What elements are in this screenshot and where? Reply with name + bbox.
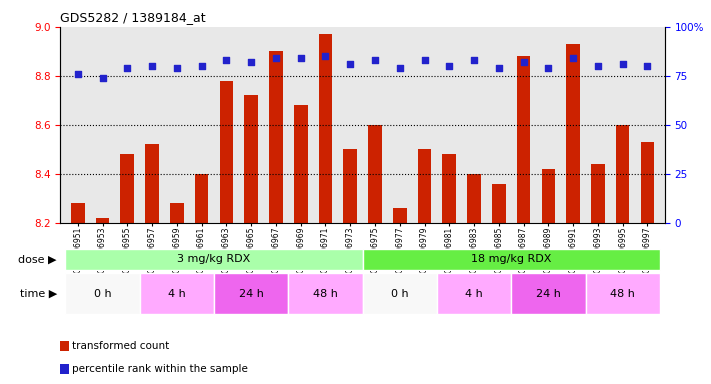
Bar	[139, 273, 214, 314]
Text: 3 mg/kg RDX: 3 mg/kg RDX	[177, 254, 250, 264]
Text: 4 h: 4 h	[465, 289, 483, 299]
Point	[146, 63, 158, 69]
Text: 0 h: 0 h	[94, 289, 112, 299]
Point	[97, 75, 108, 81]
Bar	[591, 164, 605, 223]
Bar	[245, 95, 258, 223]
Bar	[641, 142, 654, 223]
Bar	[586, 273, 660, 314]
Point	[518, 59, 529, 65]
Point	[122, 65, 133, 71]
Bar	[65, 273, 139, 314]
Text: 24 h: 24 h	[239, 289, 264, 299]
Bar	[511, 273, 586, 314]
Text: dose ▶: dose ▶	[18, 254, 57, 264]
Bar	[393, 208, 407, 223]
Point	[369, 57, 380, 63]
Text: 48 h: 48 h	[313, 289, 338, 299]
Bar	[214, 273, 288, 314]
Point	[444, 63, 455, 69]
Text: 48 h: 48 h	[610, 289, 635, 299]
Bar	[542, 169, 555, 223]
Text: percentile rank within the sample: percentile rank within the sample	[72, 364, 247, 374]
Point	[642, 63, 653, 69]
Point	[270, 55, 282, 61]
Point	[196, 63, 208, 69]
Text: 4 h: 4 h	[168, 289, 186, 299]
Bar	[294, 105, 307, 223]
Point	[419, 57, 430, 63]
Bar	[442, 154, 456, 223]
Bar	[170, 203, 183, 223]
Point	[592, 63, 604, 69]
Bar	[343, 149, 357, 223]
Point	[171, 65, 183, 71]
Point	[220, 57, 232, 63]
Text: GDS5282 / 1389184_at: GDS5282 / 1389184_at	[60, 11, 206, 24]
Point	[245, 59, 257, 65]
Bar	[616, 125, 629, 223]
Bar	[517, 56, 530, 223]
Bar	[288, 273, 363, 314]
Bar	[220, 81, 233, 223]
Bar	[418, 149, 432, 223]
Point	[320, 53, 331, 59]
Text: transformed count: transformed count	[72, 341, 169, 351]
Bar	[567, 44, 580, 223]
Bar	[195, 174, 208, 223]
Bar	[65, 249, 363, 270]
Bar	[492, 184, 506, 223]
Bar	[363, 249, 660, 270]
Text: time ▶: time ▶	[20, 289, 57, 299]
Point	[345, 61, 356, 67]
Point	[542, 65, 554, 71]
Text: 0 h: 0 h	[391, 289, 409, 299]
Point	[617, 61, 629, 67]
Point	[72, 71, 83, 77]
Bar	[71, 203, 85, 223]
Text: 24 h: 24 h	[536, 289, 561, 299]
Bar	[269, 51, 283, 223]
Point	[394, 65, 405, 71]
Point	[493, 65, 505, 71]
Bar	[368, 125, 382, 223]
Bar	[467, 174, 481, 223]
Bar	[96, 218, 109, 223]
Point	[567, 55, 579, 61]
Bar	[437, 273, 511, 314]
Point	[295, 55, 306, 61]
Point	[469, 57, 480, 63]
Bar	[145, 144, 159, 223]
Bar	[120, 154, 134, 223]
Text: 18 mg/kg RDX: 18 mg/kg RDX	[471, 254, 552, 264]
Bar	[319, 34, 332, 223]
Bar	[363, 273, 437, 314]
